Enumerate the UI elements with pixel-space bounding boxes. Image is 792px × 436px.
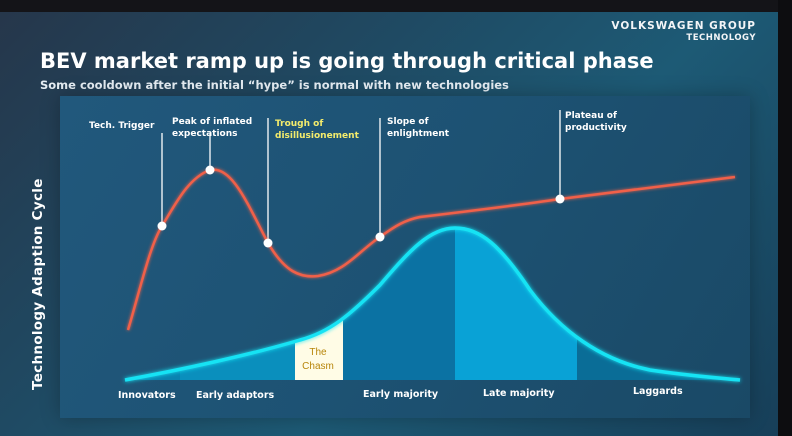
segment-label-early-majority: Early majority [363,389,439,400]
phase-label-tech-trigger: Tech. Trigger [89,121,155,131]
adoption-curve-line [124,226,741,382]
chasm-label-line-1: The [309,347,327,358]
phase-marker-trough [263,238,273,248]
phase-marker-slope [375,232,385,242]
slide-subtitle: Some cooldown after the initial “hype” i… [40,78,509,92]
slide-title: BEV market ramp up is going through crit… [40,49,654,73]
phase-marker-peak [205,165,215,175]
phase-label-trough-line-2: disillusionement [275,131,360,141]
segment-innovators-fill [125,228,180,380]
brand-line-1: VOLKSWAGEN GROUP [611,20,756,32]
phase-marker-plateau [555,194,565,204]
segment-label-innovators: Innovators [118,390,176,401]
brand-logo: VOLKSWAGEN GROUP TECHNOLOGY [611,20,756,44]
segment-laggards-fill [577,228,740,380]
phase-label-trough-line-1: Trough of [275,119,323,129]
phase-label-slope-line-1: Slope of [387,117,429,127]
chasm-label-line-2: Chasm [302,361,334,372]
segment-label-laggards: Laggards [633,386,683,397]
phase-label-plateau-line-1: Plateau of [565,111,617,121]
segment-label-late-majority: Late majority [483,388,555,399]
phase-label-peak-line-2: expectations [172,129,238,139]
segment-early-majority-fill [343,228,455,380]
screen-bezel-top [0,0,792,12]
phase-label-peak-line-1: Peak of inflated [172,117,252,127]
phase-marker-tech-trigger [157,221,167,231]
screen-bezel-right [778,0,792,436]
phase-label-slope-line-2: enlightment [387,129,450,139]
phase-label-plateau-line-2: productivity [565,123,627,133]
segment-late-majority-fill [455,228,577,380]
segment-label-early-adaptors: Early adaptors [196,390,275,401]
brand-line-2: TECHNOLOGY [686,33,756,43]
